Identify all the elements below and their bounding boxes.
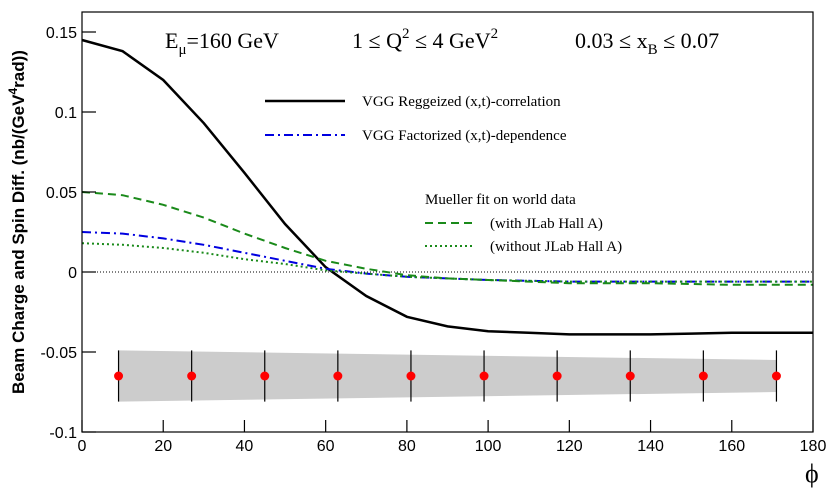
- y-tick-label: 0.05: [46, 185, 77, 202]
- y-tick-label: 0: [68, 265, 77, 282]
- legend-label: (with JLab Hall A): [490, 216, 603, 232]
- x-tick-label: 140: [637, 438, 664, 455]
- y-tick-label: -0.1: [49, 425, 77, 442]
- x-tick-label: 120: [556, 438, 583, 455]
- data-point: [187, 371, 197, 381]
- x-tick-label: 80: [398, 438, 416, 455]
- legend-label: VGG Reggeized (x,t)-correlation: [362, 94, 561, 110]
- x-tick-label: 160: [718, 438, 745, 455]
- y-tick-label: -0.05: [41, 345, 78, 362]
- y-tick-label: 0.15: [46, 25, 77, 42]
- annotation: Eμ=160 GeV: [165, 28, 279, 58]
- line-series: [81, 231, 813, 283]
- data-point: [625, 371, 635, 381]
- x-tick-label: 20: [154, 438, 172, 455]
- legend-label: VGG Factorized (x,t)-dependence: [362, 128, 567, 144]
- x-tick-label: 40: [236, 438, 254, 455]
- x-tick-label: 180: [800, 438, 827, 455]
- data-point: [698, 371, 708, 381]
- line-series: [81, 191, 813, 286]
- band: [118, 350, 777, 402]
- x-tick-label: 60: [317, 438, 335, 455]
- data-point: [114, 371, 124, 381]
- x-tick-label: 100: [475, 438, 502, 455]
- x-axis-label: ϕ: [805, 459, 819, 488]
- annotation: 0.03 ≤ xB ≤ 0.07: [575, 28, 719, 58]
- frame: [81, 11, 814, 433]
- data-point: [552, 371, 562, 381]
- y-axis-label: Beam Charge and Spin Diff. (nb/(GeV4rad)…: [6, 50, 28, 394]
- annotation: 1 ≤ Q2 ≤ 4 GeV2: [352, 26, 498, 53]
- y-tick-label: 0.1: [55, 105, 77, 122]
- line-series: [81, 242, 813, 283]
- data-point: [260, 371, 270, 381]
- data-point: [479, 371, 489, 381]
- x-tick-label: 0: [78, 438, 87, 455]
- data-point: [771, 371, 781, 381]
- data-point: [333, 371, 343, 381]
- legend-header: Mueller fit on world data: [425, 192, 576, 208]
- line-series: [81, 38, 813, 336]
- data-point: [406, 371, 416, 381]
- legend-label: (without JLab Hall A): [490, 239, 622, 255]
